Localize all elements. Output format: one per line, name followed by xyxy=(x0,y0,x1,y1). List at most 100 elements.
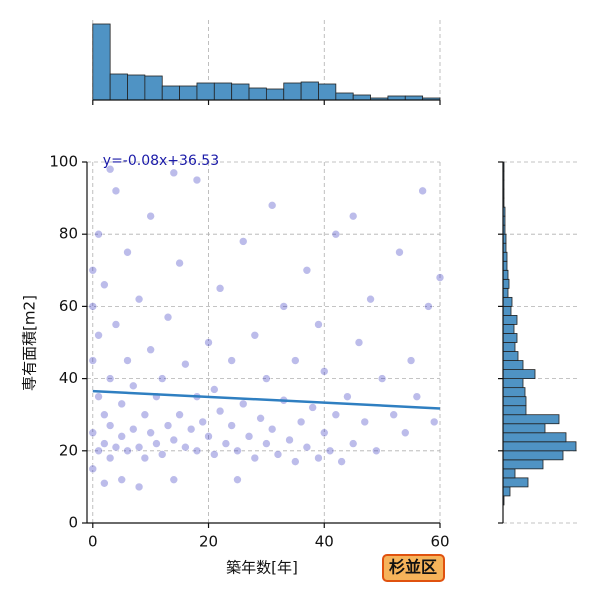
histogram-bar xyxy=(502,324,515,334)
scatter-point xyxy=(377,374,387,383)
badge-box xyxy=(382,554,445,582)
histogram-bar xyxy=(502,468,516,479)
y-tick-label: 40 xyxy=(59,369,78,387)
scatter-point xyxy=(314,320,323,329)
scatter-point xyxy=(250,453,260,463)
scatter-point xyxy=(134,442,144,452)
scatter-point xyxy=(395,247,404,257)
histogram-bar xyxy=(352,94,371,101)
scatter-point xyxy=(291,457,300,466)
x-tick-label: 0 xyxy=(88,533,98,551)
regression-label: y=-0.08x+36.53 xyxy=(103,153,219,169)
scatter-point xyxy=(262,439,271,448)
scatter-point xyxy=(94,229,103,239)
scatter-point xyxy=(337,457,346,466)
scatter-point xyxy=(279,302,289,311)
scatter-point xyxy=(117,475,127,484)
x-tick-label: 20 xyxy=(199,533,218,551)
y-tick-label: 80 xyxy=(59,225,78,243)
scatter-point xyxy=(343,392,352,401)
scatter-point xyxy=(175,258,184,268)
y-tick-label: 100 xyxy=(49,153,78,171)
histogram-bar xyxy=(231,83,250,101)
histogram-bar xyxy=(179,85,198,101)
y-tick-label: 20 xyxy=(59,441,78,459)
histogram-bar xyxy=(92,23,111,101)
histogram-bar xyxy=(502,459,544,470)
scatter-point xyxy=(175,410,184,420)
histogram-bar xyxy=(213,82,233,101)
scatter-point xyxy=(117,432,127,441)
x-axis-label: 築年数[年] xyxy=(226,559,298,577)
scatter-point xyxy=(233,475,242,484)
scatter-point xyxy=(105,374,115,383)
scatter-point xyxy=(372,446,381,456)
scatter-point xyxy=(192,446,202,456)
scatter-point xyxy=(181,359,190,369)
scatter-point xyxy=(389,410,399,420)
scatter-point xyxy=(325,446,335,456)
scatter-point xyxy=(128,381,138,391)
scatter-point xyxy=(215,284,225,293)
y-tick-label: 60 xyxy=(59,297,78,315)
scatter-point xyxy=(331,410,341,420)
regression-line xyxy=(92,389,441,410)
histogram-bar xyxy=(502,432,567,443)
scatter-point xyxy=(88,428,98,438)
scatter-point xyxy=(88,464,98,474)
x-tick-label: 60 xyxy=(430,533,449,551)
scatter-point xyxy=(100,410,109,420)
scatter-point xyxy=(111,186,121,196)
histogram-bar xyxy=(502,387,526,398)
scatter-point xyxy=(308,403,317,412)
scatter-point xyxy=(302,442,312,452)
histogram-bar xyxy=(502,414,560,425)
scatter-point xyxy=(418,186,427,196)
scatter-point xyxy=(210,385,219,394)
y-tick-label: 0 xyxy=(68,514,78,532)
scatter-point xyxy=(314,453,323,463)
scatter-point xyxy=(354,338,364,347)
scatter-point xyxy=(256,414,265,423)
scatter-point xyxy=(181,442,190,452)
scatter-point xyxy=(169,475,179,484)
histogram-bar xyxy=(161,85,180,101)
scatter-point xyxy=(250,330,260,340)
histogram-bar xyxy=(144,75,163,101)
scatter-point xyxy=(331,229,341,239)
y-axis-label: 専有面積[m2] xyxy=(21,295,39,391)
scatter-point xyxy=(88,356,98,365)
scatter-point xyxy=(152,439,161,448)
histogram-bar xyxy=(502,423,546,434)
scatter-point xyxy=(88,265,98,275)
scatter-point xyxy=(123,446,132,456)
scatter-point xyxy=(146,345,155,355)
scatter-point xyxy=(204,338,213,347)
histogram-bar xyxy=(248,87,267,101)
histogram-bar xyxy=(502,477,529,488)
histogram-bar xyxy=(502,333,518,343)
scatter-point xyxy=(244,432,254,441)
histogram-bar xyxy=(502,305,512,316)
scatter-point xyxy=(157,450,167,459)
scatter-point xyxy=(169,168,179,178)
scatter-point xyxy=(204,432,213,441)
scatter-point xyxy=(267,201,277,210)
scatter-point xyxy=(134,294,144,304)
histogram-bar xyxy=(109,73,128,101)
scatter-point xyxy=(186,424,196,434)
histogram-bar xyxy=(502,351,519,361)
histogram-bar xyxy=(127,74,146,101)
scatter-point xyxy=(210,450,219,459)
histogram-bar xyxy=(196,82,215,101)
scatter-point xyxy=(88,302,98,311)
scatter-point xyxy=(192,175,202,185)
scatter-point xyxy=(111,320,121,329)
histogram-bar xyxy=(502,296,513,307)
scatter-point xyxy=(215,406,225,416)
histogram-bar xyxy=(502,360,524,370)
scatter-point xyxy=(227,356,236,365)
scatter-point xyxy=(146,211,155,221)
histogram-bar xyxy=(318,83,337,101)
